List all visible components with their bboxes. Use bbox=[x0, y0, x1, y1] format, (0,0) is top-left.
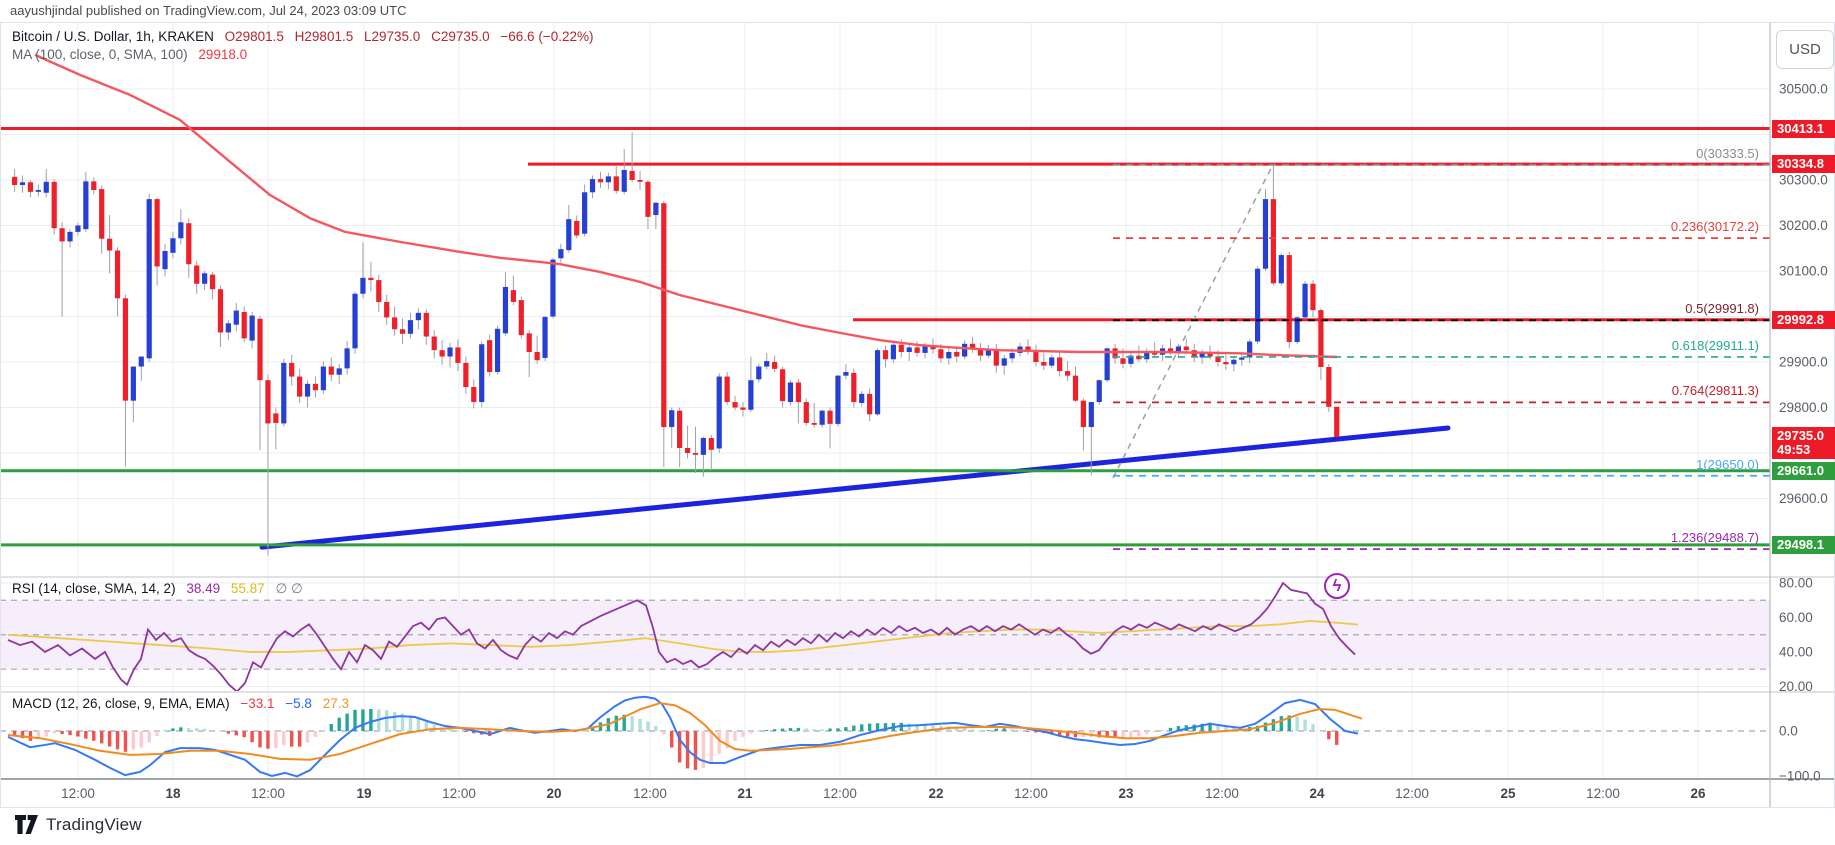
svg-text:30200.0: 30200.0 bbox=[1779, 218, 1828, 233]
rsi-label: RSI (14, close, SMA, 14, 2) bbox=[12, 581, 176, 596]
price-badge: 30334.8 bbox=[1772, 155, 1835, 174]
trendline bbox=[259, 425, 1451, 550]
svg-text:19: 19 bbox=[356, 786, 371, 801]
symbol-title: Bitcoin / U.S. Dollar, 1h, KRAKEN bbox=[12, 29, 214, 44]
rsi-sma-value: 55.87 bbox=[230, 581, 265, 596]
macd-label: MACD (12, 26, close, 9, EMA, EMA) bbox=[12, 696, 230, 711]
svg-text:20: 20 bbox=[546, 786, 561, 801]
ma-legend: MA (100, close, 0, SMA, 100) 29918.0 bbox=[12, 47, 254, 62]
price-badge: 29992.8 bbox=[1772, 310, 1835, 329]
fib-level-label: 0.764(29811.3) bbox=[1671, 383, 1759, 399]
svg-text:12:00: 12:00 bbox=[1586, 786, 1620, 801]
svg-text:23: 23 bbox=[1118, 786, 1134, 801]
rsi-pane[interactable] bbox=[7, 581, 1359, 692]
svg-text:20.00: 20.00 bbox=[1779, 679, 1813, 694]
attribution-text: aayushjindal published on TradingView.co… bbox=[10, 3, 407, 18]
fib-level-label: 1.236(29488.7) bbox=[1670, 530, 1759, 546]
svg-text:12:00: 12:00 bbox=[442, 786, 476, 801]
rsi-value: 38.49 bbox=[186, 581, 221, 596]
currency-button[interactable]: USD bbox=[1776, 30, 1834, 69]
svg-text:12:00: 12:00 bbox=[633, 786, 667, 801]
svg-text:12:00: 12:00 bbox=[1205, 786, 1239, 801]
chart-canvas[interactable]: 30500.0 30300.0 30200.0 30100.0 29900.0 29800… bbox=[0, 22, 1835, 808]
svg-text:29800.0: 29800.0 bbox=[1779, 400, 1828, 415]
ohlc-change: −66.6 (−0.22%) bbox=[500, 29, 594, 44]
fib-retracement bbox=[1113, 163, 1770, 550]
macd-legend: MACD (12, 26, close, 9, EMA, EMA) −33.1 … bbox=[12, 696, 356, 711]
svg-text:22: 22 bbox=[928, 786, 943, 801]
svg-text:12:00: 12:00 bbox=[61, 786, 95, 801]
rsi-extra: ∅ ∅ bbox=[275, 581, 303, 596]
flash-icon[interactable]: ϟ bbox=[1324, 573, 1350, 599]
candlestick-series bbox=[12, 132, 1340, 556]
rsi-legend: RSI (14, close, SMA, 14, 2) 38.49 55.87 … bbox=[12, 581, 310, 597]
axis-labels[interactable]: 30500.0 30300.0 30200.0 30100.0 29900.0 29800… bbox=[61, 82, 1828, 802]
macd-hist-value: −33.1 bbox=[240, 696, 275, 711]
svg-text:29600.0: 29600.0 bbox=[1779, 491, 1828, 506]
ma-value: 29918.0 bbox=[198, 47, 248, 62]
svg-text:30100.0: 30100.0 bbox=[1779, 264, 1828, 279]
fib-base-line bbox=[1112, 164, 1274, 479]
price-badge: 29498.1 bbox=[1772, 535, 1835, 554]
ohlc-low: L29735.0 bbox=[364, 29, 421, 44]
svg-text:12:00: 12:00 bbox=[1395, 786, 1429, 801]
fib-level-label: 0.618(29911.1) bbox=[1671, 337, 1759, 353]
price-pane[interactable] bbox=[0, 53, 1770, 556]
macd-line-value: −5.8 bbox=[285, 696, 312, 711]
svg-text:24: 24 bbox=[1309, 786, 1325, 801]
ohlc-open: O29801.5 bbox=[224, 29, 284, 44]
chart-root: 30500.0 30300.0 30200.0 30100.0 29900.0 29800… bbox=[0, 22, 1835, 808]
rsi-line bbox=[7, 581, 1356, 691]
svg-text:29900.0: 29900.0 bbox=[1779, 355, 1828, 370]
svg-text:12:00: 12:00 bbox=[251, 786, 285, 801]
fib-level-label: 0.236(30172.2) bbox=[1670, 219, 1759, 235]
tradingview-glyph-icon bbox=[15, 815, 38, 834]
price-badge: 29661.0 bbox=[1772, 461, 1835, 480]
ma-label: MA (100, close, 0, SMA, 100) bbox=[12, 47, 188, 62]
svg-text:25: 25 bbox=[1500, 786, 1516, 801]
svg-text:30500.0: 30500.0 bbox=[1779, 82, 1828, 97]
macd-signal-value: 27.3 bbox=[322, 696, 349, 711]
macd-pane[interactable] bbox=[7, 695, 1363, 778]
macd-signal-line bbox=[7, 702, 1363, 761]
price-badge: 30413.1 bbox=[1772, 119, 1835, 138]
ohlc-high: H29801.5 bbox=[294, 29, 354, 44]
svg-text:18: 18 bbox=[165, 786, 181, 801]
svg-text:26: 26 bbox=[1690, 786, 1706, 801]
svg-text:21: 21 bbox=[737, 786, 753, 801]
symbol-legend: Bitcoin / U.S. Dollar, 1h, KRAKEN O29801… bbox=[12, 29, 600, 44]
svg-text:40.00: 40.00 bbox=[1779, 644, 1813, 659]
ma100-line bbox=[34, 53, 1338, 359]
svg-text:12:00: 12:00 bbox=[823, 786, 857, 801]
price-badge: 29735.0 49:53 bbox=[1772, 427, 1835, 460]
svg-text:−100.0: −100.0 bbox=[1779, 769, 1821, 784]
ohlc-close: C29735.0 bbox=[431, 29, 490, 44]
svg-text:12:00: 12:00 bbox=[1014, 786, 1048, 801]
rsi-sma-line bbox=[7, 620, 1359, 653]
fib-level-label: 1(29650.0) bbox=[1696, 456, 1759, 472]
svg-text:60.00: 60.00 bbox=[1779, 610, 1813, 625]
svg-text:30300.0: 30300.0 bbox=[1779, 173, 1828, 188]
fib-level-label: 0.5(29991.8) bbox=[1685, 301, 1759, 317]
svg-text:80.00: 80.00 bbox=[1779, 576, 1813, 591]
svg-text:0.0: 0.0 bbox=[1779, 724, 1798, 739]
tradingview-logo[interactable]: TradingView bbox=[14, 814, 142, 836]
fib-level-label: 0(30333.5) bbox=[1696, 145, 1759, 161]
tradingview-brand-text: TradingView bbox=[46, 815, 142, 834]
macd-line bbox=[7, 695, 1359, 778]
